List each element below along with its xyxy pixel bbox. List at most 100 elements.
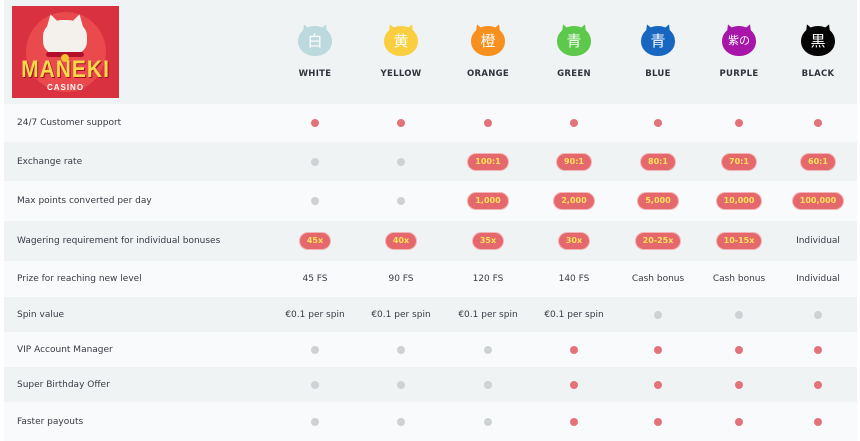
cell-text: €0.1 per spin — [371, 309, 431, 320]
not-included-dot-icon — [735, 310, 743, 319]
table-row: VIP Account Manager — [4, 332, 857, 367]
included-dot-icon — [654, 345, 662, 354]
table-row: 24/7 Customer support — [4, 104, 857, 142]
cell-text: 120 FS — [472, 274, 504, 284]
cat-badge-icon: 白 — [298, 22, 332, 56]
cat-badge-icon: 橙 — [471, 22, 505, 56]
table-cell: 120 FS — [446, 261, 530, 297]
included-dot-icon — [814, 417, 822, 426]
table-cell: 10-15x — [697, 221, 781, 261]
table-cell — [697, 104, 781, 142]
table-cell — [697, 332, 781, 367]
cell-text: Cash bonus — [712, 274, 766, 284]
tier-label: PURPLE — [719, 69, 759, 79]
value-badge: 10,000 — [716, 193, 762, 209]
table-cell: 10,000 — [697, 181, 781, 221]
not-included-dot-icon — [484, 417, 492, 426]
maneki-casino-logo: MANEKI CASINO — [12, 6, 119, 98]
table-cell: 5,000 — [616, 181, 700, 221]
included-dot-icon — [654, 380, 662, 389]
tier-glyph: 黒 — [810, 32, 826, 50]
not-included-dot-icon — [311, 345, 319, 354]
cell-text: 45 FS — [302, 274, 328, 284]
table-cell — [532, 402, 616, 441]
tier-label: YELLOW — [380, 69, 422, 79]
table-cell — [776, 332, 860, 367]
cat-badge-icon: 黄 — [384, 22, 418, 56]
not-included-dot-icon — [397, 380, 405, 389]
value-badge: 2,000 — [554, 193, 594, 209]
tier-label: WHITE — [298, 69, 332, 79]
table-cell — [616, 332, 700, 367]
table-cell: 2,000 — [532, 181, 616, 221]
cell-text: €0.1 per spin — [458, 309, 518, 320]
included-dot-icon — [814, 380, 822, 389]
table-cell — [359, 367, 443, 402]
included-dot-icon — [735, 119, 743, 127]
table-cell — [776, 402, 860, 441]
table-cell — [697, 367, 781, 402]
table-cell: 70:1 — [697, 142, 781, 181]
cat-badge-icon: 紫の — [722, 22, 756, 56]
row-label: Max points converted per day — [17, 196, 152, 206]
cell-text: Individual — [796, 236, 840, 246]
value-badge: 60:1 — [801, 153, 835, 170]
table-cell: 20-25x — [616, 221, 700, 261]
table-cell: €0.1 per spin — [532, 297, 616, 332]
cell-text: €0.1 per spin — [285, 309, 345, 320]
table-cell — [776, 297, 860, 332]
not-included-dot-icon — [484, 345, 492, 354]
table-cell — [273, 142, 357, 181]
tier-orange: 橙 ORANGE — [448, 22, 528, 79]
table-row: Prize for reaching new level 45 FS 90 FS 12… — [4, 261, 857, 297]
table-cell — [532, 367, 616, 402]
tier-glyph: 白 — [307, 32, 323, 50]
not-included-dot-icon — [484, 380, 492, 389]
tier-label: ORANGE — [466, 69, 510, 79]
table-cell — [446, 104, 530, 142]
table-cell: 1,000 — [446, 181, 530, 221]
not-included-dot-icon — [814, 310, 822, 319]
table-cell — [273, 104, 357, 142]
not-included-dot-icon — [311, 197, 319, 205]
table-cell — [616, 104, 700, 142]
table-cell: 30x — [532, 221, 616, 261]
table-cell: 90 FS — [359, 261, 443, 297]
value-badge: 30x — [558, 233, 590, 249]
tier-glyph: 青 — [650, 32, 666, 50]
tier-label: BLUE — [645, 69, 671, 79]
table-cell — [273, 367, 357, 402]
cell-text: Cash bonus — [631, 274, 685, 284]
tier-glyph: 黄 — [393, 32, 409, 50]
cat-badge-icon: 青 — [641, 22, 675, 56]
tier-white: 白 WHITE — [275, 22, 355, 79]
included-dot-icon — [570, 345, 578, 354]
not-included-dot-icon — [654, 310, 662, 319]
table-cell — [359, 104, 443, 142]
table-cell: Individual — [776, 221, 860, 261]
table-cell: Individual — [776, 261, 860, 297]
table-cell: 80:1 — [616, 142, 700, 181]
table-cell: €0.1 per spin — [273, 297, 357, 332]
value-badge: 20-25x — [635, 233, 681, 249]
table-cell — [273, 332, 357, 367]
tier-glyph: 橙 — [480, 32, 496, 50]
table-row: Super Birthday Offer — [4, 367, 857, 402]
row-label: Faster payouts — [17, 416, 84, 427]
tier-blue: 青 BLUE — [618, 22, 698, 79]
included-dot-icon — [570, 119, 578, 127]
table-cell — [776, 104, 860, 142]
table-cell: 45 FS — [273, 261, 357, 297]
table-cell — [359, 402, 443, 441]
value-badge: 45x — [299, 233, 331, 249]
logo-title: MANEKI — [21, 56, 110, 83]
table-cell: 100:1 — [446, 142, 530, 181]
row-label: Spin value — [17, 309, 65, 320]
included-dot-icon — [735, 345, 743, 354]
table-cell — [616, 402, 700, 441]
table-cell — [273, 402, 357, 441]
tier-label: GREEN — [557, 69, 591, 79]
cat-bell-icon — [61, 54, 69, 62]
table-cell: €0.1 per spin — [359, 297, 443, 332]
not-included-dot-icon — [311, 157, 319, 166]
